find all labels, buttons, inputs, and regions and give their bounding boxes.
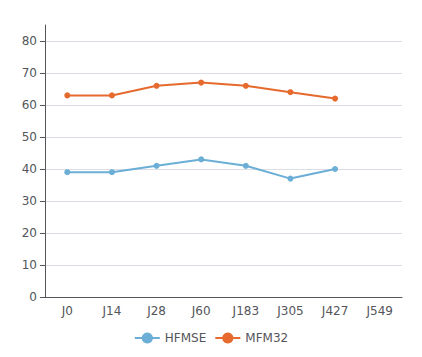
svg-text:70: 70 bbox=[22, 66, 37, 80]
svg-text:HFMSE: HFMSE bbox=[165, 331, 206, 345]
svg-text:J183: J183 bbox=[232, 304, 259, 318]
svg-text:20: 20 bbox=[22, 226, 37, 240]
svg-text:50: 50 bbox=[22, 130, 37, 144]
svg-text:J60: J60 bbox=[191, 304, 211, 318]
svg-text:J28: J28 bbox=[146, 304, 166, 318]
svg-text:J14: J14 bbox=[102, 304, 122, 318]
svg-text:10: 10 bbox=[22, 258, 37, 272]
svg-text:J549: J549 bbox=[365, 304, 392, 318]
svg-text:60: 60 bbox=[22, 98, 37, 112]
svg-text:30: 30 bbox=[22, 194, 37, 208]
svg-text:MFM32: MFM32 bbox=[245, 331, 288, 345]
svg-text:J0: J0 bbox=[61, 304, 73, 318]
svg-text:0: 0 bbox=[29, 290, 37, 304]
svg-text:80: 80 bbox=[22, 34, 37, 48]
svg-text:40: 40 bbox=[22, 162, 37, 176]
svg-text:J427: J427 bbox=[321, 304, 348, 318]
svg-text:J305: J305 bbox=[276, 304, 303, 318]
